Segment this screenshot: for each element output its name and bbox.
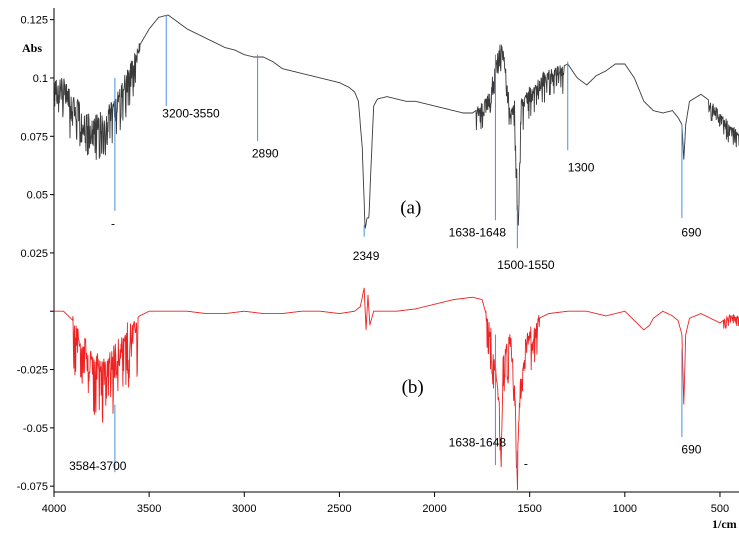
y-tick-label: 0.1 — [33, 73, 48, 85]
peak-label: 3584-3700 — [69, 459, 127, 473]
x-tick-label: 2000 — [422, 503, 446, 515]
y-tick-label: -0.025 — [17, 365, 48, 377]
x-tick-label: 1500 — [517, 503, 541, 515]
y-axis: 0.1250.10.0750.050.025-0.025-0.05-0.075 … — [17, 8, 55, 493]
y-tick-label: 0.05 — [27, 190, 48, 202]
peak-label: 1638-1648 — [449, 436, 507, 450]
peak-label: - — [111, 216, 115, 230]
y-tick-label: 0.025 — [20, 248, 48, 260]
panel-label: (b) — [402, 377, 424, 398]
panel-labels: (a) (b) — [400, 197, 424, 398]
y-tick-label: 0.125 — [20, 15, 48, 27]
y-axis-ticks: 0.125 0.1 0.075 0.05 0.025 -0.025 -0.05 -0.075 — [17, 15, 54, 493]
peak-label: 690 — [681, 226, 701, 240]
peak-label: 1300 — [568, 160, 595, 174]
x-tick-label: 1000 — [613, 503, 637, 515]
peak-label: 2890 — [252, 146, 279, 160]
spectra — [53, 14, 739, 491]
panel-label: (a) — [400, 197, 421, 218]
x-axis-title: 1/cm — [712, 517, 737, 531]
x-axis-ticks: 4000 3500 3000 2500 2000 1500 1000 500 — [42, 492, 729, 515]
peak-label: 1638-1648 — [449, 226, 507, 240]
peak-label: 2349 — [353, 249, 380, 263]
x-tick-label: 500 — [711, 503, 729, 515]
spectrum-series-a — [53, 14, 739, 229]
peak-label: - — [524, 457, 528, 471]
x-tick-label: 3500 — [137, 503, 161, 515]
x-axis: 4000 3500 3000 2500 2000 1500 1000 500 1/cm — [42, 491, 739, 531]
spectrum-series-b — [54, 287, 739, 491]
peak-label: 3200-3550 — [162, 107, 220, 121]
y-tick-label: 0.075 — [20, 131, 48, 143]
x-tick-label: 4000 — [42, 503, 66, 515]
peak-annotations: - 3200-3550 2890 2349 1638-1648 1500-1550 1300… — [69, 14, 702, 473]
x-tick-label: 2500 — [327, 503, 351, 515]
peak-label: 1500-1550 — [497, 258, 555, 272]
y-tick-label: -0.075 — [17, 481, 48, 493]
x-tick-label: 3000 — [232, 503, 256, 515]
y-axis-title: Abs — [22, 41, 42, 55]
y-tick-label: -0.05 — [23, 423, 48, 435]
peak-label: 690 — [681, 443, 701, 457]
